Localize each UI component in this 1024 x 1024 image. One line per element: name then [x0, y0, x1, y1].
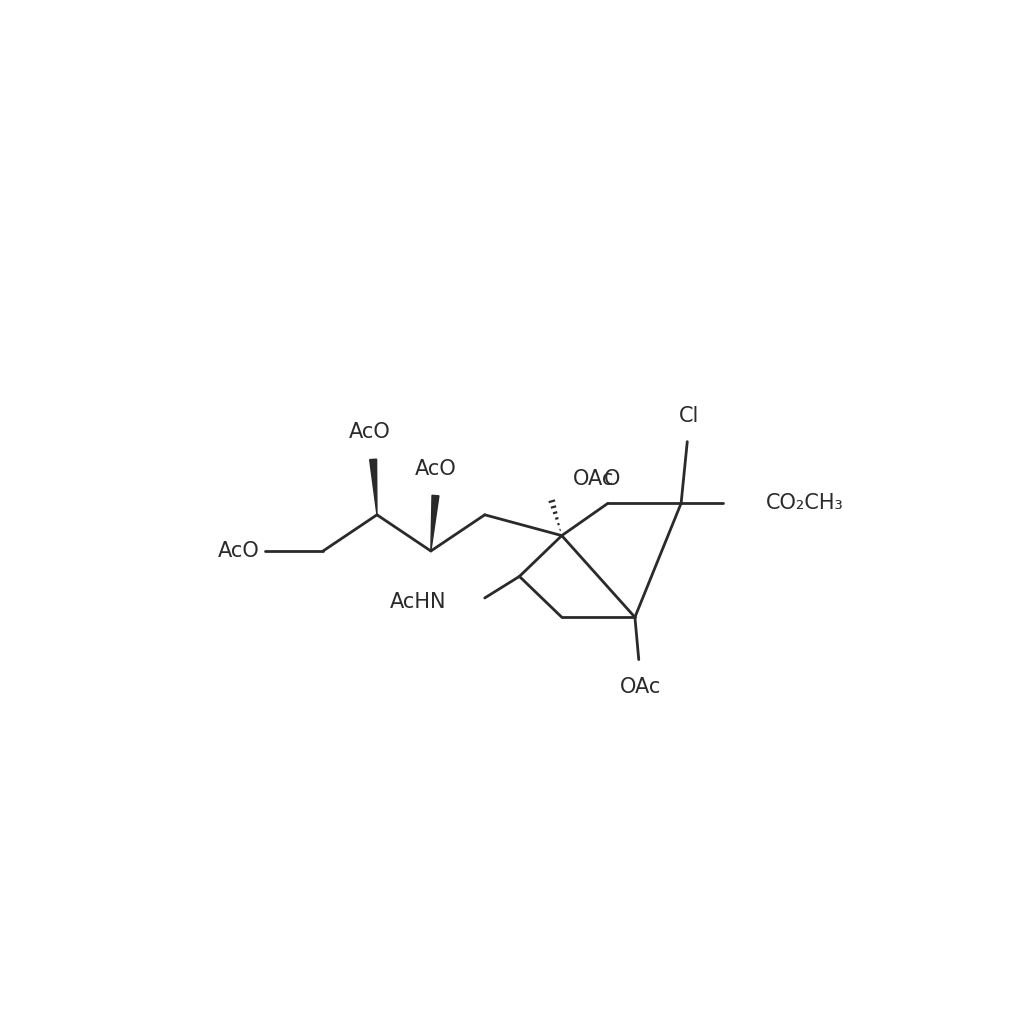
- Text: AcO: AcO: [415, 459, 457, 478]
- Text: CO₂CH₃: CO₂CH₃: [766, 494, 844, 513]
- Text: Cl: Cl: [679, 407, 699, 426]
- Text: AcO: AcO: [217, 541, 259, 561]
- Text: OAc: OAc: [573, 469, 614, 488]
- Polygon shape: [431, 496, 439, 551]
- Text: O: O: [603, 469, 620, 489]
- Polygon shape: [370, 459, 377, 515]
- Text: AcHN: AcHN: [390, 592, 446, 611]
- Text: AcO: AcO: [348, 423, 390, 442]
- Text: OAc: OAc: [620, 677, 660, 696]
